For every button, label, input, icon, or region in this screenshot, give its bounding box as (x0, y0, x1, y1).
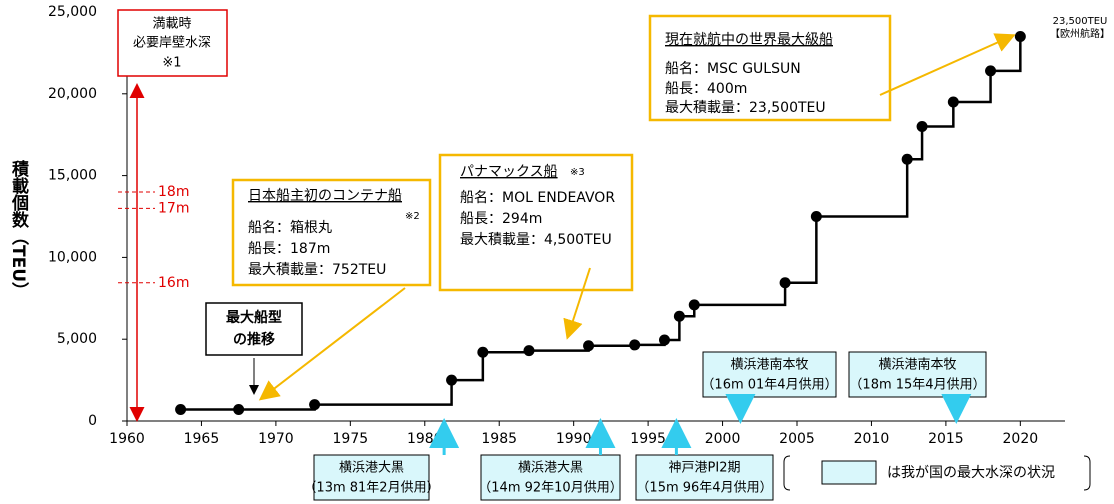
y-tick-label: 5,000 (57, 331, 97, 347)
x-tick-label: 1965 (184, 431, 220, 447)
x-tick-label: 1985 (481, 431, 517, 447)
depth-box-text: 満載時 (152, 17, 191, 32)
callout-arrow (258, 287, 406, 401)
x-tick-label: 1970 (258, 431, 294, 447)
callout-note: ※2 (405, 211, 420, 222)
y-tick-label: 15,000 (48, 168, 97, 184)
point (477, 346, 489, 358)
x-tick-label: 1995 (630, 431, 666, 447)
port-box (635, 454, 774, 501)
point (688, 299, 700, 311)
port-text: 神戸港PI2期 (669, 461, 741, 476)
point (1014, 31, 1026, 43)
callout-line: 船長：400m (665, 81, 747, 97)
port-text: （14m 92年10月供用） (478, 481, 622, 496)
port-text: 横浜港南本牧 (730, 357, 808, 373)
x-tick-label: 1990 (556, 431, 592, 447)
point (901, 153, 913, 165)
depth-box (117, 9, 228, 77)
callout-title: 日本船主初のコンテナ船 (248, 187, 402, 204)
trend-box (205, 302, 303, 356)
depth-label: 18m (158, 184, 189, 200)
point (947, 96, 959, 108)
trend-text: 最大船型 (226, 309, 282, 326)
port-text: 横浜港大黒 (339, 461, 404, 476)
x-tick-label: 2000 (705, 431, 741, 447)
step-line (180, 36, 1022, 411)
x-tick-label: 2020 (1003, 431, 1039, 447)
callout-note: ※3 (570, 167, 585, 178)
port-text: （15m 96年4月供用） (636, 481, 772, 496)
point (583, 340, 595, 352)
callout-line: 最大積載量：4,500TEU (460, 232, 612, 248)
depth-label: 17m (158, 200, 189, 216)
legend-bracket (1083, 455, 1091, 491)
port-box (313, 454, 430, 501)
callout-line: 船長：187m (248, 241, 330, 257)
trend-text: の推移 (233, 331, 275, 348)
port-box (480, 454, 621, 501)
x-tick-label: 2005 (779, 431, 815, 447)
point (523, 345, 535, 357)
callout-arrow (879, 33, 1016, 96)
port-box (702, 351, 837, 398)
callout-line: 船名：MSC GULSUN (665, 61, 801, 77)
callout-box (438, 153, 634, 292)
callout-line: 船長：294m (460, 211, 542, 227)
callout-arrow (563, 267, 591, 340)
callout-line: 船名：箱根丸 (248, 220, 332, 236)
point (658, 334, 670, 346)
legend-swatch (821, 460, 877, 485)
point (985, 65, 997, 77)
point (779, 277, 791, 289)
point (673, 310, 685, 322)
y-tick-label: 20,000 (48, 86, 97, 102)
point (175, 404, 187, 416)
top-label: 【欧州航路】 (1050, 27, 1110, 40)
depth-box-text: 必要岸壁水深 (133, 36, 211, 51)
point (916, 121, 928, 133)
callout-line: 最大積載量：23,500TEU (665, 100, 826, 116)
point (309, 399, 321, 411)
x-tick-label: 2015 (928, 431, 964, 447)
port-box (848, 351, 987, 398)
port-text: 横浜港大黒 (518, 461, 583, 476)
callout-line: 船名：MOL ENDEAVOR (460, 190, 615, 206)
x-tick-label: 2010 (854, 431, 890, 447)
y-axis-label: 積載個数（TEU） (8, 159, 30, 299)
point (629, 339, 641, 351)
callout-line: 最大積載量：752TEU (248, 262, 386, 278)
port-text: （18m 15年4月供用） (849, 378, 985, 393)
y-tick-label: 10,000 (48, 249, 97, 265)
point (810, 211, 822, 222)
depth-box-text: ※1 (162, 56, 181, 71)
x-tick-label: 1975 (333, 431, 369, 447)
x-tick-label: 1960 (109, 431, 145, 447)
x-tick-label: 1980 (407, 431, 443, 447)
port-text: （16m 01年4月供用） (701, 378, 837, 393)
point (446, 374, 458, 386)
legend-text: は我が国の最大水深の状況 (887, 465, 1055, 481)
depth-label: 16m (158, 275, 189, 291)
port-text: 横浜港南本牧 (878, 357, 956, 373)
callout-title: パナマックス船 (460, 164, 558, 180)
callout-title: 現在就航中の世界最大級船 (665, 32, 833, 48)
legend-bracket (783, 455, 791, 491)
callout-box (648, 14, 892, 122)
point (233, 404, 245, 416)
top-label: 23,500TEU (1053, 16, 1108, 27)
y-tick-label: 25,000 (48, 4, 97, 20)
callout-box (231, 178, 432, 287)
y-tick-label: 0 (88, 413, 97, 429)
port-text: （13m 81年2月供用） (303, 481, 439, 496)
